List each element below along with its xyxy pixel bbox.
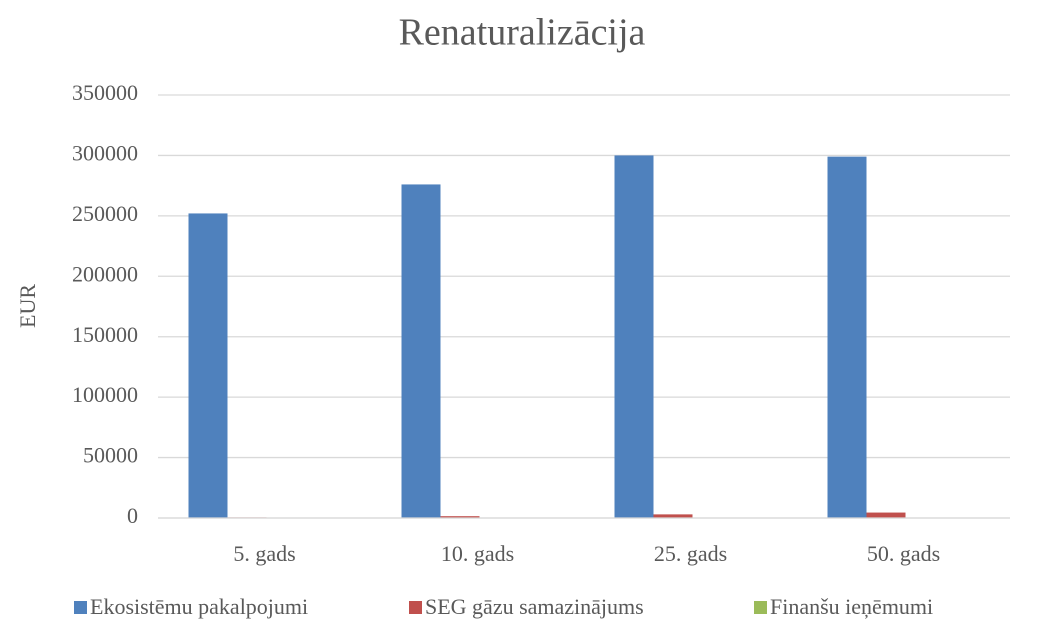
legend-label: Ekosistēmu pakalpojumi <box>90 594 308 619</box>
x-tick-label: 10. gads <box>441 541 514 566</box>
bar <box>188 213 228 518</box>
y-tick-label: 0 <box>127 503 138 528</box>
legend-swatch <box>74 601 87 614</box>
chart-title: Renaturalizācija <box>399 12 646 54</box>
x-tick-label: 25. gads <box>654 541 727 566</box>
y-tick-label: 300000 <box>72 140 138 165</box>
legend-swatch <box>409 601 422 614</box>
bar <box>614 155 654 518</box>
bar <box>440 516 480 518</box>
bar <box>653 514 693 518</box>
y-tick-label: 350000 <box>72 80 138 105</box>
x-tick-label: 50. gads <box>867 541 940 566</box>
x-tick-label: 5. gads <box>233 541 295 566</box>
y-tick-label: 150000 <box>72 322 138 347</box>
legend-swatch <box>754 601 767 614</box>
bar <box>866 512 906 518</box>
bar <box>401 184 441 519</box>
legend-label: Finanšu ieņēmumi <box>770 594 933 619</box>
y-tick-label: 200000 <box>72 261 138 286</box>
y-tick-label: 100000 <box>72 382 138 407</box>
y-tick-label: 50000 <box>83 443 138 468</box>
legend-label: SEG gāzu samazinājums <box>425 594 644 619</box>
bar <box>827 156 867 518</box>
y-axis-label: EUR <box>15 284 40 328</box>
y-tick-label: 250000 <box>72 201 138 226</box>
